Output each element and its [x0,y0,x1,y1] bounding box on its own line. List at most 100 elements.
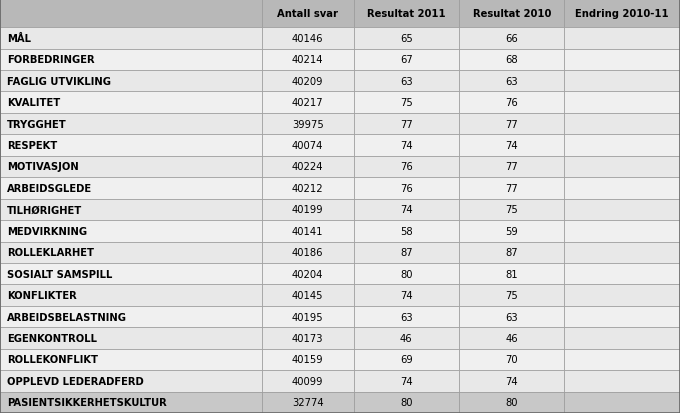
Text: 40186: 40186 [292,248,324,258]
Bar [262,157,354,178]
Text: 74: 74 [400,290,413,300]
Bar [564,178,680,199]
Text: KONFLIKTER: KONFLIKTER [7,290,77,300]
Bar [354,392,459,413]
Text: 32774: 32774 [292,397,324,407]
Bar [354,114,459,135]
Text: 87: 87 [400,248,413,258]
Bar [262,199,354,221]
Bar [459,178,564,199]
Bar [564,263,680,285]
Bar [564,392,680,413]
Text: 46: 46 [400,333,413,343]
Text: 80: 80 [400,269,413,279]
Text: TRYGGHET: TRYGGHET [7,119,67,129]
Bar [0,157,262,178]
Bar [459,242,564,263]
Text: 67: 67 [400,55,413,65]
Text: 66: 66 [505,34,518,44]
Bar [262,370,354,392]
Text: 70: 70 [505,354,518,365]
Text: 65: 65 [400,34,413,44]
Bar [564,28,680,50]
Text: 59: 59 [505,226,518,236]
Bar [459,71,564,92]
Text: RESPEKT: RESPEKT [7,141,57,151]
Bar [459,370,564,392]
Bar [459,285,564,306]
Bar [354,92,459,114]
Text: 40146: 40146 [292,34,324,44]
Text: 40074: 40074 [292,141,324,151]
Text: ARBEIDSGLEDE: ARBEIDSGLEDE [7,183,92,193]
Bar [0,135,262,157]
Text: KVALITET: KVALITET [7,98,60,108]
Bar [0,199,262,221]
Bar [262,221,354,242]
Text: SOSIALT SAMSPILL: SOSIALT SAMSPILL [7,269,112,279]
Bar [354,242,459,263]
Bar [0,392,262,413]
Bar [564,242,680,263]
Text: Resultat 2010: Resultat 2010 [473,9,551,19]
Text: 46: 46 [505,333,518,343]
Bar [459,221,564,242]
Bar [0,349,262,370]
Bar [262,178,354,199]
Text: 63: 63 [400,312,413,322]
Text: MEDVIRKNING: MEDVIRKNING [7,226,87,236]
Text: 40224: 40224 [292,162,324,172]
Bar [459,392,564,413]
Bar [0,114,262,135]
Text: 40099: 40099 [292,376,324,386]
Bar [354,135,459,157]
Bar [354,328,459,349]
Bar [262,349,354,370]
Bar [0,50,262,71]
Text: 80: 80 [505,397,518,407]
Text: 77: 77 [505,119,518,129]
Text: 77: 77 [400,119,413,129]
Text: ROLLEKLARHET: ROLLEKLARHET [7,248,94,258]
Text: ARBEIDSBELASTNING: ARBEIDSBELASTNING [7,312,126,322]
Bar [0,92,262,114]
Bar [459,328,564,349]
Text: PASIENTSIKKERHETSKULTUR: PASIENTSIKKERHETSKULTUR [7,397,167,407]
Text: MÅL: MÅL [7,34,31,44]
Bar [564,370,680,392]
Text: 87: 87 [505,248,518,258]
Bar [0,370,262,392]
Bar [262,114,354,135]
Bar [459,306,564,328]
Bar [262,0,354,28]
Bar [564,285,680,306]
Bar [564,157,680,178]
Text: 76: 76 [505,98,518,108]
Bar [354,285,459,306]
Text: 74: 74 [505,376,518,386]
Bar [459,50,564,71]
Bar [0,285,262,306]
Bar [262,50,354,71]
Bar [354,370,459,392]
Bar [564,92,680,114]
Text: 40159: 40159 [292,354,324,365]
Text: 75: 75 [505,205,518,215]
Text: Endring 2010-11: Endring 2010-11 [575,9,669,19]
Text: 39975: 39975 [292,119,324,129]
Text: FORBEDRINGER: FORBEDRINGER [7,55,95,65]
Bar [354,71,459,92]
Text: Resultat 2011: Resultat 2011 [367,9,445,19]
Text: 40199: 40199 [292,205,324,215]
Text: 75: 75 [400,98,413,108]
Text: 68: 68 [505,55,518,65]
Bar [354,157,459,178]
Text: 40214: 40214 [292,55,324,65]
Bar [354,0,459,28]
Text: 40217: 40217 [292,98,324,108]
Text: 40141: 40141 [292,226,324,236]
Bar [0,242,262,263]
Text: 40209: 40209 [292,76,324,87]
Bar [262,306,354,328]
Text: 40204: 40204 [292,269,324,279]
